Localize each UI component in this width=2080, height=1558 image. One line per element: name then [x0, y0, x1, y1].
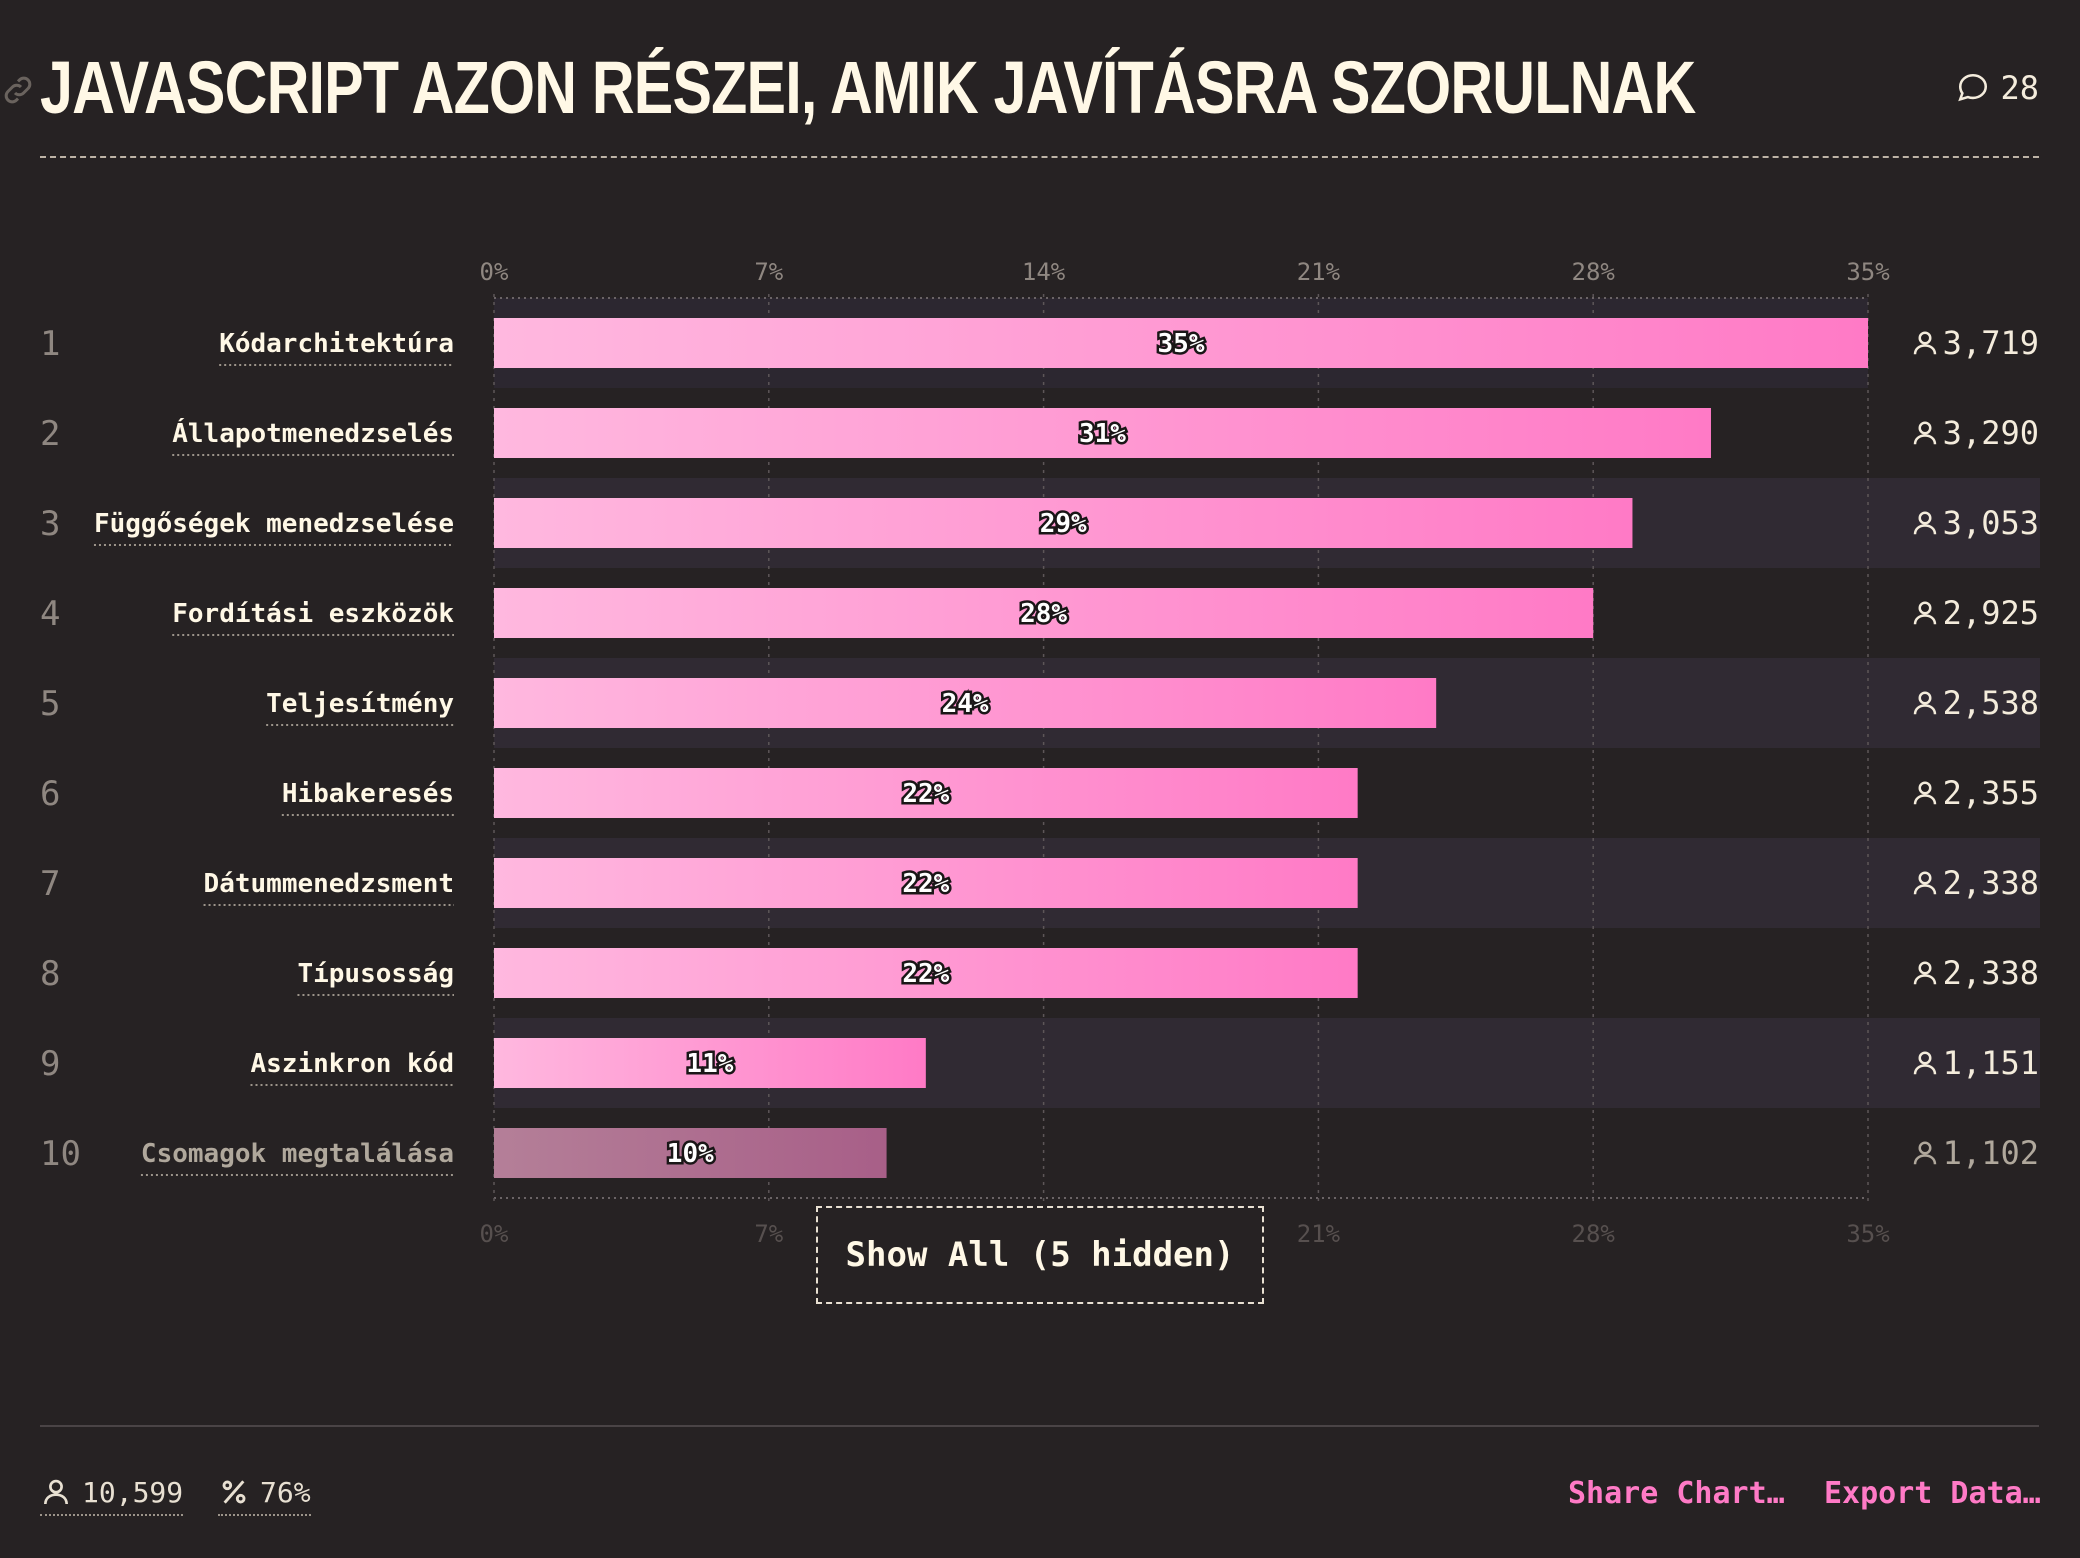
total-respondents[interactable]: 10,599	[40, 1470, 184, 1516]
x-tick-label-bottom: 0%	[480, 1220, 509, 1248]
comment-icon	[1958, 73, 1988, 102]
bar	[494, 318, 1868, 368]
respondent-count: 2,355	[1943, 774, 2039, 812]
total-respondents-value: 10,599	[82, 1475, 184, 1509]
bar	[494, 408, 1711, 458]
rank-label: 8	[40, 954, 60, 994]
category-label: Hibakeresés	[282, 779, 454, 809]
bar-value-label: 22%	[902, 959, 949, 989]
x-tick-label-top: 21%	[1297, 258, 1341, 286]
rank-label: 4	[40, 594, 60, 634]
rank-label: 9	[40, 1044, 60, 1084]
category-label: Fordítási eszközök	[172, 599, 454, 629]
bar-value-label: 35%	[1158, 329, 1205, 359]
user-icon	[1913, 331, 1937, 356]
chart-title: JAVASCRIPT AZON RÉSZEI, AMIK JAVÍTÁSRA S…	[40, 46, 1696, 129]
footer-divider	[40, 1425, 2039, 1427]
bar	[494, 948, 1358, 998]
x-tick-label-top: 0%	[480, 258, 509, 286]
category-label: Függőségek menedzselése	[94, 509, 454, 539]
bar-value-label: 24%	[942, 689, 989, 719]
bar-value-label: 31%	[1079, 419, 1126, 449]
bar	[494, 1128, 887, 1178]
rank-label: 10	[40, 1134, 81, 1174]
category-label: Csomagok megtalálása	[141, 1139, 454, 1169]
bar	[494, 768, 1358, 818]
respondent-count: 3,290	[1943, 414, 2039, 452]
user-icon	[1913, 601, 1937, 626]
rank-label: 5	[40, 684, 60, 724]
bar	[494, 1038, 926, 1088]
category-label: Dátummenedzsment	[204, 869, 454, 899]
bar-value-label: 11%	[686, 1049, 733, 1079]
x-tick-label-bottom: 21%	[1297, 1220, 1341, 1248]
user-icon	[1913, 781, 1937, 806]
link-icon[interactable]	[0, 72, 36, 108]
x-tick-label-top: 35%	[1846, 258, 1890, 286]
category-label: Állapotmenedzselés	[172, 417, 454, 449]
category-label: Típusosság	[297, 959, 454, 989]
rank-label: 2	[40, 414, 60, 454]
bar-value-label: 10%	[667, 1139, 714, 1169]
respondent-count: 3,053	[1943, 504, 2039, 542]
x-tick-label-bottom: 7%	[754, 1220, 783, 1248]
user-icon	[1913, 961, 1937, 986]
respondent-count: 1,151	[1943, 1044, 2039, 1082]
respondent-count: 2,925	[1943, 594, 2039, 632]
comment-count: 28	[2000, 69, 2039, 107]
rank-label: 7	[40, 864, 60, 904]
category-label: Kódarchitektúra	[219, 329, 454, 359]
respondent-count: 1,102	[1943, 1134, 2039, 1172]
bar-value-label: 22%	[902, 779, 949, 809]
bar	[494, 588, 1594, 638]
chart-header: JAVASCRIPT AZON RÉSZEI, AMIK JAVÍTÁSRA S…	[4, 40, 2039, 158]
x-tick-label-bottom: 28%	[1572, 1220, 1616, 1248]
show-all-button[interactable]: Show All (5 hidden)	[816, 1206, 1264, 1304]
bar	[494, 498, 1633, 548]
respondent-count: 2,338	[1943, 954, 2039, 992]
user-icon	[44, 1479, 68, 1505]
bar-value-label: 22%	[902, 869, 949, 899]
bar	[494, 858, 1358, 908]
bar-value-label: 28%	[1020, 599, 1067, 629]
response-percentage-value: 76%	[260, 1475, 311, 1509]
export-data-link[interactable]: Export Data…	[1824, 1476, 2041, 1511]
respondent-count: 3,719	[1943, 324, 2039, 362]
comments-button[interactable]: 28	[1956, 68, 2039, 108]
category-label: Teljesítmény	[266, 689, 454, 719]
user-icon	[1913, 421, 1937, 446]
bar	[494, 678, 1437, 728]
category-label: Aszinkron kód	[251, 1049, 455, 1079]
user-icon	[1913, 1141, 1937, 1166]
response-percentage[interactable]: 76%	[218, 1470, 311, 1516]
share-chart-link[interactable]: Share Chart…	[1568, 1476, 1785, 1511]
x-tick-label-top: 7%	[754, 258, 783, 286]
x-tick-label-top: 28%	[1572, 258, 1616, 286]
respondent-count: 2,538	[1943, 684, 2039, 722]
rank-label: 1	[40, 324, 60, 364]
respondent-count: 2,338	[1943, 864, 2039, 902]
rank-label: 3	[40, 504, 60, 544]
percent-icon	[222, 1480, 246, 1504]
x-tick-label-bottom: 35%	[1846, 1220, 1890, 1248]
x-tick-label-top: 14%	[1022, 258, 1066, 286]
bar-value-label: 29%	[1040, 509, 1087, 539]
rank-label: 6	[40, 774, 60, 814]
